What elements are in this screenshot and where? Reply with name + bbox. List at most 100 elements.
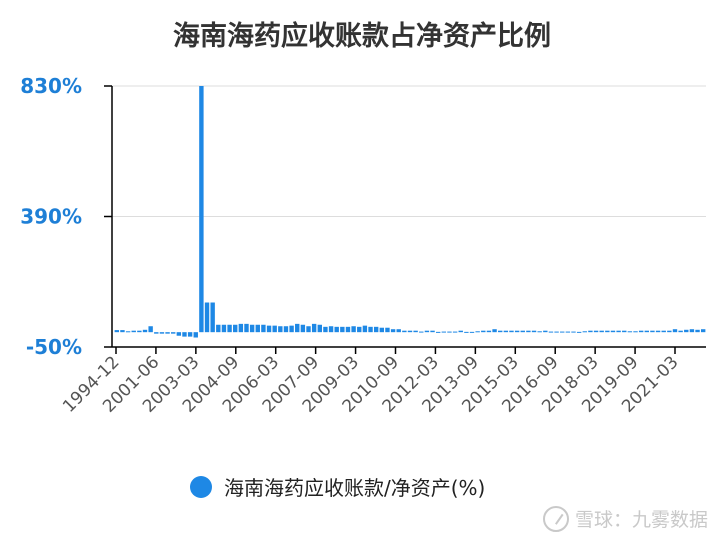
bar[interactable] — [317, 324, 322, 333]
bar[interactable] — [142, 329, 148, 333]
bar[interactable] — [227, 324, 232, 333]
bar[interactable] — [695, 329, 700, 333]
bar[interactable] — [193, 332, 198, 338]
bar[interactable] — [571, 331, 576, 333]
bar[interactable] — [655, 330, 661, 333]
bar[interactable] — [616, 330, 621, 333]
bar[interactable] — [464, 331, 469, 333]
bar[interactable] — [137, 330, 142, 333]
bar[interactable] — [576, 331, 582, 333]
bar[interactable] — [114, 330, 120, 333]
bar[interactable] — [238, 323, 244, 333]
bar[interactable] — [379, 327, 385, 333]
bar[interactable] — [345, 326, 351, 333]
bar[interactable] — [278, 326, 283, 333]
bar[interactable] — [340, 326, 345, 333]
bar[interactable] — [266, 325, 272, 333]
bar[interactable] — [435, 331, 441, 333]
legend[interactable]: 海南海药应收账款/净资产(%) — [190, 472, 485, 501]
bar[interactable] — [622, 330, 627, 333]
bar[interactable] — [509, 330, 514, 333]
bar[interactable] — [255, 324, 260, 333]
bar[interactable] — [413, 330, 418, 333]
bar[interactable] — [526, 330, 531, 333]
bar[interactable] — [543, 330, 548, 333]
bar[interactable] — [300, 324, 306, 333]
bar[interactable] — [531, 330, 537, 333]
bar[interactable] — [295, 323, 300, 333]
bar[interactable] — [233, 324, 238, 333]
bar[interactable] — [306, 326, 311, 333]
bar[interactable] — [599, 330, 604, 333]
bar[interactable] — [362, 325, 368, 333]
bar[interactable] — [610, 330, 616, 333]
bar[interactable] — [537, 331, 542, 333]
bar[interactable] — [289, 325, 294, 333]
bar[interactable] — [503, 330, 509, 333]
bar[interactable] — [661, 330, 666, 333]
bar[interactable] — [650, 330, 655, 333]
bar[interactable] — [684, 329, 689, 333]
bar[interactable] — [351, 326, 356, 333]
bar[interactable] — [667, 330, 672, 333]
bar[interactable] — [588, 330, 593, 333]
bar[interactable] — [605, 330, 610, 333]
bar[interactable] — [492, 329, 497, 333]
bar[interactable] — [216, 324, 221, 333]
bar[interactable] — [131, 330, 136, 333]
bar[interactable] — [430, 330, 435, 333]
bar[interactable] — [441, 331, 447, 333]
bar[interactable] — [554, 331, 559, 333]
bar[interactable] — [125, 331, 131, 333]
bar[interactable] — [469, 331, 475, 333]
bar[interactable] — [159, 332, 165, 334]
bar[interactable] — [475, 331, 480, 333]
bar[interactable] — [182, 332, 187, 337]
bar[interactable] — [171, 332, 176, 334]
bar[interactable] — [678, 330, 683, 333]
bar[interactable] — [638, 330, 644, 333]
bar[interactable] — [373, 326, 379, 333]
bar[interactable] — [565, 331, 571, 333]
bar[interactable] — [633, 331, 638, 333]
bar[interactable] — [187, 332, 193, 337]
bar[interactable] — [323, 326, 328, 333]
bar[interactable] — [357, 326, 362, 333]
bar[interactable] — [458, 330, 463, 333]
bar[interactable] — [390, 329, 396, 333]
bar[interactable] — [486, 330, 492, 333]
bar[interactable] — [424, 330, 430, 333]
bar[interactable] — [407, 330, 413, 333]
bar[interactable] — [244, 323, 249, 333]
bar[interactable] — [311, 323, 317, 333]
bar[interactable] — [452, 331, 458, 333]
bar[interactable] — [593, 330, 599, 333]
bar[interactable] — [334, 326, 339, 333]
bar[interactable] — [176, 332, 182, 336]
bar[interactable] — [672, 329, 678, 333]
bar[interactable] — [560, 331, 565, 333]
bar[interactable] — [582, 331, 587, 333]
bar[interactable] — [700, 329, 706, 333]
bar[interactable] — [221, 324, 227, 333]
bar[interactable] — [154, 332, 159, 334]
bar[interactable] — [481, 330, 486, 333]
bar[interactable] — [165, 332, 170, 334]
bar[interactable] — [148, 326, 153, 333]
bar[interactable] — [385, 327, 390, 333]
bar[interactable] — [644, 330, 649, 333]
bar[interactable] — [689, 329, 695, 333]
bar[interactable] — [402, 330, 407, 333]
bar[interactable] — [204, 302, 210, 333]
bar[interactable] — [272, 325, 277, 333]
bar[interactable] — [199, 86, 204, 333]
bar[interactable] — [498, 330, 503, 333]
bar[interactable] — [520, 330, 525, 333]
bar[interactable] — [368, 326, 373, 333]
bar[interactable] — [627, 331, 633, 333]
bar[interactable] — [328, 326, 334, 333]
bar[interactable] — [396, 329, 401, 333]
bar[interactable] — [514, 330, 520, 333]
bar[interactable] — [447, 331, 452, 333]
bar[interactable] — [210, 302, 215, 333]
